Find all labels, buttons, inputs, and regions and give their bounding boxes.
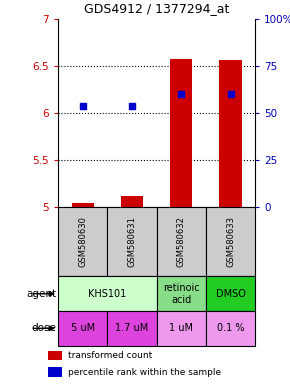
Bar — [58, 207, 107, 276]
Title: GDS4912 / 1377294_at: GDS4912 / 1377294_at — [84, 2, 229, 15]
Text: 5 uM: 5 uM — [70, 323, 95, 333]
Text: GSM580631: GSM580631 — [127, 217, 137, 267]
Text: 1.7 uM: 1.7 uM — [115, 323, 148, 333]
Bar — [58, 276, 157, 311]
Bar — [206, 207, 255, 276]
Text: KHS101: KHS101 — [88, 289, 126, 299]
Bar — [72, 203, 94, 207]
Bar — [48, 367, 61, 377]
Bar — [206, 276, 255, 311]
Bar — [107, 311, 157, 346]
Bar — [157, 311, 206, 346]
Bar — [157, 207, 206, 276]
Text: 1 uM: 1 uM — [169, 323, 193, 333]
Bar — [157, 276, 206, 311]
Bar — [220, 60, 242, 207]
Bar — [107, 207, 157, 276]
Bar — [48, 351, 61, 360]
Text: agent: agent — [26, 289, 56, 299]
Text: GSM580632: GSM580632 — [177, 217, 186, 267]
Point — [80, 103, 85, 109]
Text: dose: dose — [31, 323, 56, 333]
Point — [228, 91, 233, 98]
Point — [130, 103, 134, 109]
Text: percentile rank within the sample: percentile rank within the sample — [68, 368, 222, 377]
Point — [179, 91, 184, 98]
Bar — [206, 311, 255, 346]
Bar — [58, 311, 107, 346]
Text: DMSO: DMSO — [215, 289, 246, 299]
Text: transformed count: transformed count — [68, 351, 153, 360]
Text: 0.1 %: 0.1 % — [217, 323, 244, 333]
Bar — [170, 59, 192, 207]
Text: GSM580630: GSM580630 — [78, 217, 87, 267]
Bar — [121, 196, 143, 207]
Text: retinoic
acid: retinoic acid — [163, 283, 200, 305]
Text: GSM580633: GSM580633 — [226, 217, 235, 267]
